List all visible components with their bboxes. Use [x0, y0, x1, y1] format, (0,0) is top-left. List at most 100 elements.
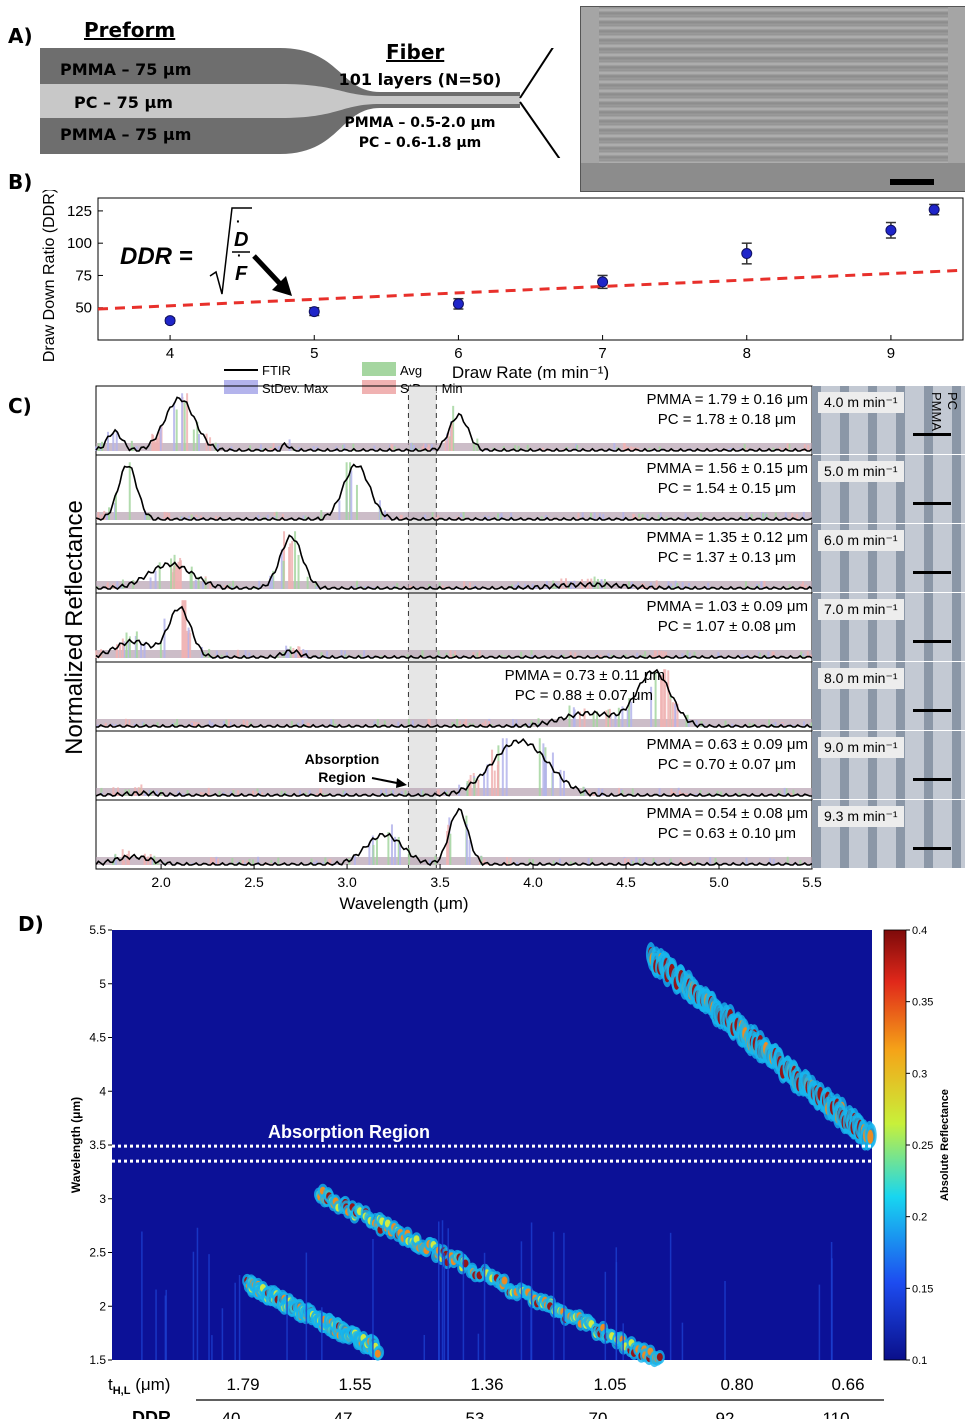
y-axis-label: Wavelength (μm)	[69, 1097, 83, 1193]
data-point	[597, 276, 609, 288]
x-tick-label: 5	[310, 345, 318, 362]
fiber-pc-thickness: PC – 0.6-1.8 μm	[358, 135, 482, 151]
panel-d-label: D)	[18, 912, 44, 936]
fiber-title: Fiber	[386, 40, 445, 64]
draw-rate-label: 7.0 m min⁻¹	[818, 599, 904, 620]
tile-scale-bar	[913, 502, 951, 505]
pc-thickness: PC = 1.07 ± 0.08 μm	[657, 618, 796, 635]
pc-thickness: PC = 1.54 ± 0.15 μm	[657, 480, 796, 497]
ftir-curve	[96, 668, 812, 729]
ddr-value: 53	[466, 1409, 485, 1419]
y-tick-label: 3	[99, 1192, 106, 1206]
tile-scale-bar	[913, 571, 951, 574]
draw-rate-label: 8.0 m min⁻¹	[818, 668, 904, 689]
legend-swatch	[362, 362, 396, 376]
absorption-arrowhead	[396, 778, 407, 788]
data-point	[452, 298, 464, 310]
fit-line	[97, 268, 964, 311]
pmma-thickness: PMMA = 0.54 ± 0.08 μm	[646, 805, 808, 822]
tile-side-label-pmma: PMMA	[929, 392, 944, 431]
data-point	[741, 248, 753, 260]
x-tick-label: 4	[166, 345, 174, 362]
svg-text:F: F	[235, 263, 248, 285]
ddr-row-label: DDR	[132, 1408, 171, 1419]
absorption-region-label: Absorption Region	[268, 1122, 430, 1142]
y-tick-label: 50	[75, 300, 92, 317]
optical-image-tile: 9.3 m min⁻¹	[812, 800, 965, 868]
thickness-value: 1.36	[470, 1375, 503, 1394]
colorbar-tick-label: 0.4	[912, 925, 927, 937]
y-axis-label: Draw Down Ratio (DDR)	[41, 190, 58, 362]
svg-text:D: D	[234, 229, 248, 251]
preform-layer-middle: PC – 75 μm	[74, 93, 173, 112]
absorption-label-line1: Absorption	[305, 751, 380, 767]
ftir-curve	[95, 807, 813, 867]
x-tick-label: 6	[454, 345, 462, 362]
heatmap-band	[645, 942, 877, 1151]
x-tick-label: 2.5	[244, 874, 264, 890]
ddr-value: 70	[589, 1409, 608, 1419]
x-tick-label: 3.0	[337, 874, 357, 890]
pmma-thickness: PMMA = 1.03 ± 0.09 μm	[646, 598, 808, 615]
pmma-thickness: PMMA = 1.35 ± 0.12 μm	[646, 529, 808, 546]
pmma-thickness: PMMA = 0.73 ± 0.11 μm	[504, 667, 665, 684]
x-tick-label: 5.5	[802, 874, 822, 890]
baseline-fill	[96, 650, 812, 658]
legend-swatch	[224, 380, 258, 394]
thickness-value: 1.79	[226, 1375, 259, 1394]
ddr-value: 40	[222, 1409, 241, 1419]
optical-image-tile: 8.0 m min⁻¹	[812, 662, 965, 730]
y-tick-label: 75	[75, 267, 92, 284]
colorbar-tick-label: 0.25	[912, 1140, 933, 1152]
preform-title: Preform	[84, 18, 176, 42]
panel-b-label: B)	[8, 170, 33, 194]
y-tick-label: 2	[99, 1299, 106, 1313]
optical-image-tile: 7.0 m min⁻¹	[812, 593, 965, 661]
optical-image-tile: 4.0 m min⁻¹ PC PMMA	[812, 386, 965, 454]
draw-rate-label: 6.0 m min⁻¹	[818, 530, 904, 551]
ddr-equation: DDR = D · F ·	[120, 207, 292, 296]
x-tick-label: 9	[887, 345, 895, 362]
y-axis-label: Normalized Reflectance	[61, 500, 88, 755]
legend-entry: Avg	[400, 363, 422, 378]
baseline-fill	[96, 512, 812, 520]
plot-frame	[97, 197, 964, 341]
x-tick-label: 3.5	[430, 874, 450, 890]
ftir-curve	[95, 534, 813, 591]
y-tick-label: 3.5	[89, 1138, 106, 1152]
pmma-thickness: PMMA = 1.79 ± 0.16 μm	[646, 391, 808, 408]
svg-text:DDR =: DDR =	[120, 243, 193, 270]
svg-text:·: ·	[237, 247, 242, 263]
ddr-value: 92	[716, 1409, 735, 1419]
y-tick-label: 125	[67, 203, 92, 220]
x-tick-label: 2.0	[151, 874, 171, 890]
colorbar	[883, 929, 907, 1361]
ftir-curve	[95, 605, 813, 659]
ftir-curve	[95, 463, 813, 521]
legend-entry: StDev. Max	[262, 381, 329, 396]
x-tick-label: 5.0	[709, 874, 729, 890]
preform-to-fiber-schematic	[40, 48, 561, 158]
pc-thickness: PC = 1.37 ± 0.13 μm	[657, 549, 796, 566]
thickness-value: 1.05	[593, 1375, 626, 1394]
data-point	[164, 315, 176, 327]
heatmap-cell	[656, 1353, 663, 1362]
x-tick-label: 4.0	[523, 874, 543, 890]
optical-image-tile: 6.0 m min⁻¹	[812, 524, 965, 592]
ftir-curve	[95, 396, 813, 453]
ddr-scatter-chart: 4 5 6 7 8 9 50 75 100 125 Draw Rate (m min⁻¹) Draw …	[41, 190, 964, 380]
data-point	[308, 306, 320, 318]
y-tick-label: 4.5	[89, 1031, 106, 1045]
draw-rate-label: 4.0 m min⁻¹	[818, 392, 904, 413]
ftir-curve	[95, 738, 812, 798]
baseline-fill	[96, 581, 812, 589]
spectrum-row	[95, 661, 813, 732]
fiber-layer-count: 101 layers (N=50)	[338, 70, 502, 89]
spectrum-row	[95, 592, 813, 663]
y-tick-label: 5.5	[89, 923, 106, 937]
optical-image-tile: 9.0 m min⁻¹	[812, 731, 965, 799]
reflectance-heatmap: Absorption Region 1.5 2 2.5 3 3.5 4 4.5 5 5.5 Wave…	[69, 923, 951, 1419]
colorbar-tick-label: 0.3	[912, 1068, 927, 1080]
thickness-value: 0.66	[831, 1375, 864, 1394]
x-tick-label: 7	[598, 345, 606, 362]
